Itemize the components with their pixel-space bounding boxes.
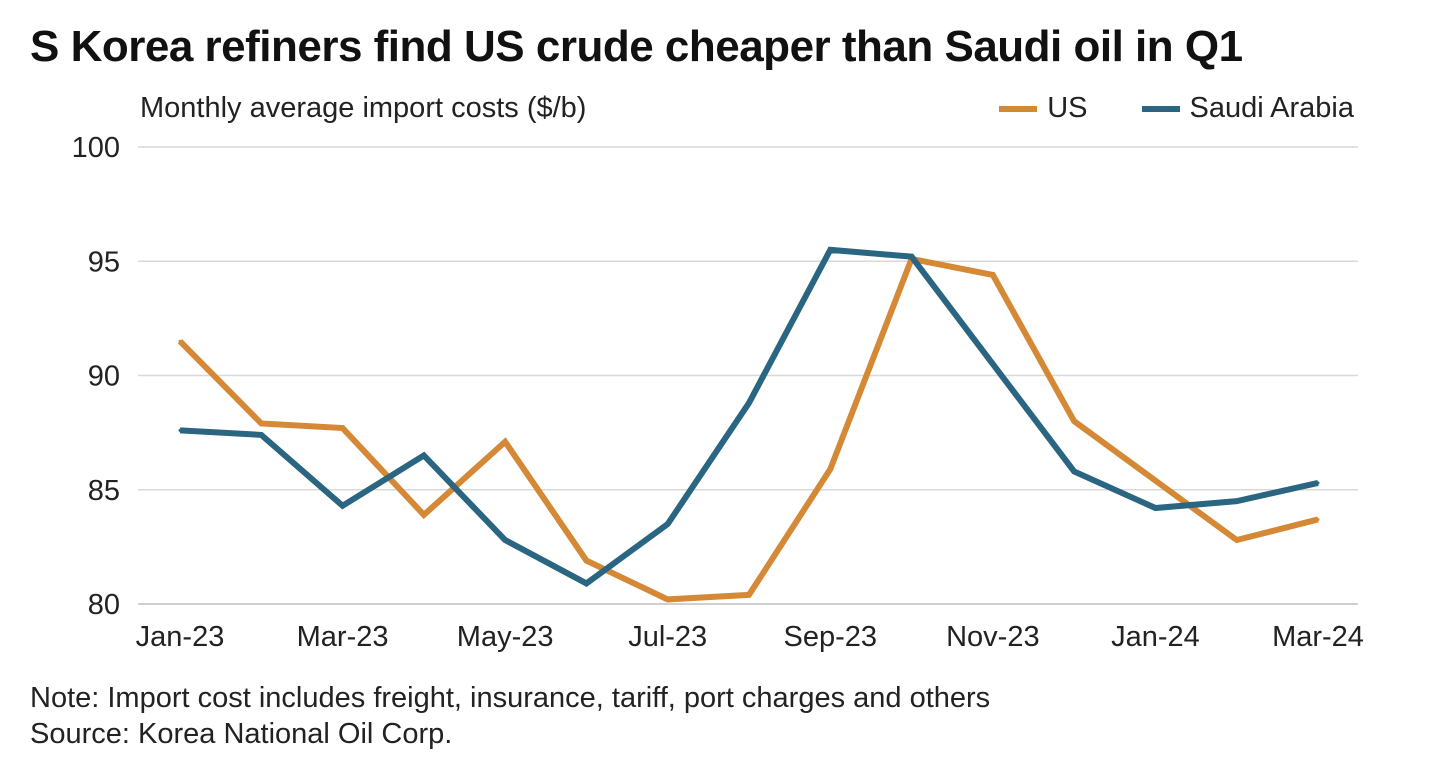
data-point-us-jan-23 [178,339,182,343]
data-point-saudi-arabia-mar-24 [1316,481,1320,485]
series-line-saudi-arabia [179,246,1319,587]
chart-title: S Korea refiners find US crude cheaper t… [30,22,1243,71]
data-point-us-mar-23 [341,426,345,430]
data-point-saudi-arabia-apr-23 [422,453,426,457]
data-point-saudi-arabia-mar-23 [341,504,345,508]
x-tick-label-may-23: May-23 [457,621,554,653]
legend-item-us: US [999,92,1088,125]
data-point-us-nov-23 [991,273,995,277]
legend-label-us: US [1047,92,1088,124]
data-point-us-jul-23 [666,597,670,601]
y-tick-label-100: 100 [72,132,120,164]
legend-swatch-us [999,105,1038,112]
data-point-saudi-arabia-nov-23 [991,362,995,366]
data-point-saudi-arabia-jun-23 [584,581,588,585]
x-tick-label-sep-23: Sep-23 [784,621,878,653]
data-point-saudi-arabia-dec-23 [1072,469,1076,473]
data-point-saudi-arabia-jul-23 [666,522,670,526]
legend-swatch-saudi-arabia [1141,105,1180,112]
series-line-us [177,255,1319,603]
y-tick-label-85: 85 [88,475,120,507]
legend-label-saudi-arabia: Saudi Arabia [1189,92,1354,124]
data-point-us-feb-24 [1235,538,1239,542]
y-tick-label-95: 95 [88,246,120,278]
legend-item-saudi-arabia: Saudi Arabia [1141,92,1354,125]
data-point-us-jun-23 [584,559,588,563]
x-tick-label-jan-24: Jan-24 [1111,621,1200,653]
x-tick-label-mar-24: Mar-24 [1272,621,1364,653]
y-axis-unit-label: Monthly average import costs ($/b) [140,92,587,124]
data-point-saudi-arabia-jan-23 [178,428,182,432]
x-tick-label-jan-23: Jan-23 [136,621,225,653]
chart-notes: Note: Import cost includes freight, insu… [30,680,990,752]
y-tick-label-80: 80 [88,589,120,621]
data-point-us-feb-23 [259,421,263,425]
y-tick-label-90: 90 [88,361,120,393]
data-point-saudi-arabia-sep-23 [828,248,832,252]
data-point-us-may-23 [503,440,507,444]
data-point-saudi-arabia-aug-23 [747,401,751,405]
source-text: Source: Korea National Oil Corp. [30,718,453,750]
note-text: Note: Import cost includes freight, insu… [30,682,991,714]
data-point-saudi-arabia-jan-24 [1153,506,1157,510]
data-point-saudi-arabia-may-23 [503,538,507,542]
x-tick-label-nov-23: Nov-23 [946,621,1040,653]
data-point-saudi-arabia-oct-23 [910,255,914,259]
data-point-us-aug-23 [747,593,751,597]
data-point-saudi-arabia-feb-23 [259,433,263,437]
data-point-us-sep-23 [828,467,832,471]
x-tick-label-mar-23: Mar-23 [297,621,389,653]
data-point-us-dec-23 [1072,419,1076,423]
x-tick-label-jul-23: Jul-23 [628,621,707,653]
data-point-us-mar-24 [1316,517,1320,521]
legend: US Saudi Arabia [999,92,1354,125]
data-point-us-jan-24 [1153,479,1157,483]
data-point-saudi-arabia-feb-24 [1235,499,1239,503]
data-point-us-apr-23 [422,513,426,517]
